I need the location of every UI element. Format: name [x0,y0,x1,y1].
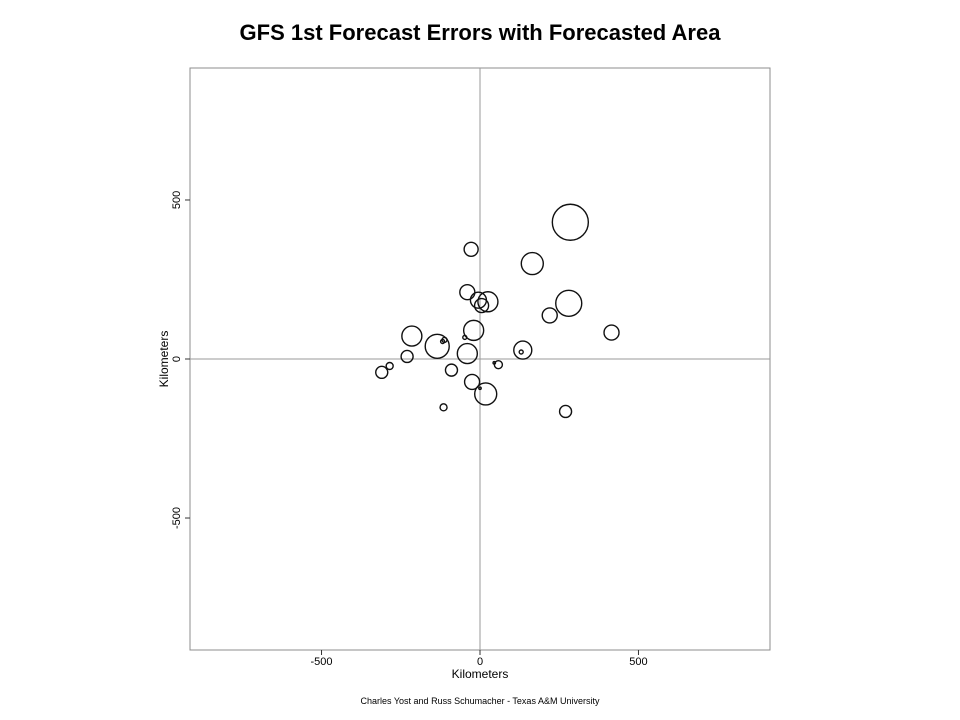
data-point [462,334,468,341]
credit-line: Charles Yost and Russ Schumacher - Texas… [360,696,600,706]
data-point [518,349,524,355]
data-point [477,291,499,313]
data-point [558,404,573,419]
data-point [424,333,450,359]
x-tick-label: -500 [311,656,333,668]
x-tick-label: 0 [477,656,483,668]
data-point [463,241,479,257]
data-point [513,340,533,360]
x-tick-label: 500 [629,656,647,668]
data-point [555,289,583,318]
x-axis-label: Kilometers [452,667,509,681]
data-point [456,342,479,365]
data-point [493,360,504,370]
data-point [400,349,414,364]
data-point [520,251,544,276]
y-tick-label: 500 [171,191,183,209]
data-point [401,325,423,347]
data-point [385,361,394,371]
data-point [478,386,482,391]
data-point [439,403,448,412]
chart-title: GFS 1st Forecast Errors with Forecasted … [239,20,721,45]
data-point [474,382,498,406]
y-axis-label: Kilometers [157,331,171,388]
data-point [492,360,497,365]
data-point [603,324,620,341]
data-point [444,363,459,377]
data-point [541,307,558,324]
data-point [551,203,590,241]
data-point [463,373,481,391]
data-point [473,297,490,314]
data-point [459,284,476,301]
data-point [462,319,485,342]
y-tick-label: 0 [171,356,183,362]
data-point [375,365,389,380]
y-tick-label: -500 [171,507,183,529]
